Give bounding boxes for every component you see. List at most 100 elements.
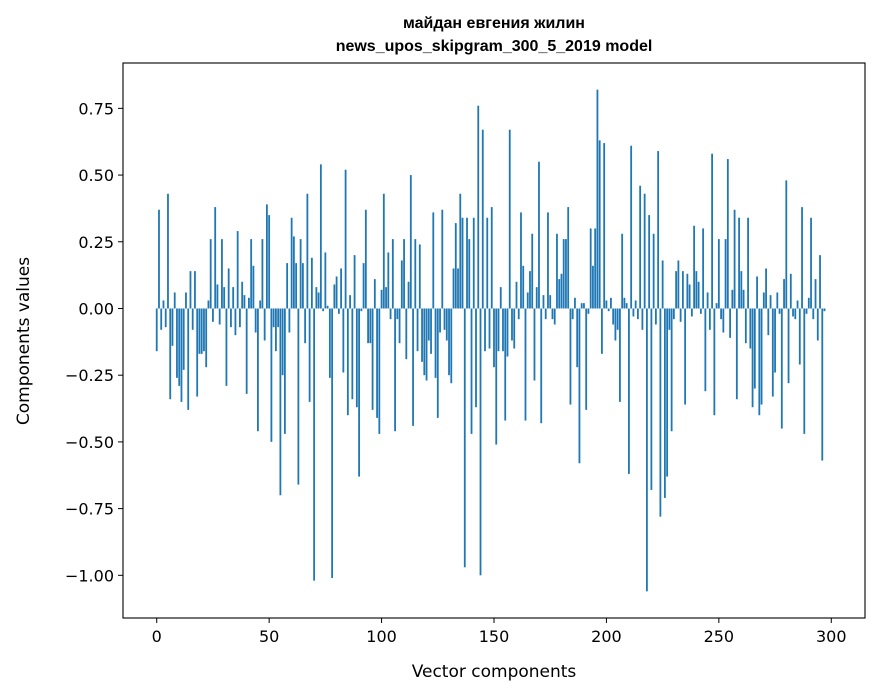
bar <box>299 239 302 309</box>
bar <box>668 308 671 330</box>
bar <box>445 308 448 341</box>
bar <box>762 292 765 309</box>
bar <box>771 308 774 397</box>
bar <box>160 308 163 330</box>
bar <box>288 308 291 333</box>
bar <box>387 252 390 309</box>
bar <box>526 292 529 309</box>
bar <box>814 279 817 309</box>
bar <box>558 279 561 309</box>
bar <box>623 297 626 309</box>
bar <box>261 239 264 309</box>
bar <box>448 308 450 376</box>
bar <box>576 308 579 368</box>
bar <box>173 292 176 309</box>
bar <box>454 223 457 309</box>
bar <box>371 308 374 410</box>
bar <box>380 289 383 309</box>
bar <box>283 308 286 434</box>
bar <box>693 225 696 309</box>
bar <box>515 281 518 309</box>
bar <box>243 295 246 309</box>
bar <box>598 140 601 309</box>
bar <box>542 295 545 309</box>
bar <box>427 308 430 341</box>
bar <box>812 308 815 320</box>
bar <box>441 209 444 309</box>
x-axis-ticks: 0 50 100 150 200 250 300 <box>152 618 847 646</box>
bar <box>218 308 221 325</box>
bar <box>207 300 210 309</box>
bar <box>792 308 794 317</box>
bar <box>461 217 464 309</box>
x-tick-label: 150 <box>479 627 510 646</box>
y-axis-ticks: 0.75 0.50 0.25 0.00 −0.25 −0.50 −0.75 −1.00 <box>65 99 123 585</box>
bar <box>731 289 734 309</box>
bar <box>661 260 664 309</box>
bar <box>776 292 779 309</box>
bar <box>214 207 217 309</box>
x-tick-label: 100 <box>366 627 397 646</box>
bar <box>328 308 331 378</box>
bar <box>313 308 316 581</box>
bar <box>614 308 617 341</box>
bar <box>270 308 273 442</box>
bar <box>450 308 453 384</box>
bar <box>200 308 203 354</box>
bar <box>254 308 257 333</box>
bar <box>592 265 594 309</box>
bar <box>672 308 675 320</box>
bar <box>522 265 525 309</box>
bar <box>281 308 284 376</box>
bar <box>585 308 588 410</box>
bar <box>560 273 563 309</box>
y-tick-label: −0.50 <box>65 433 114 452</box>
bar <box>394 308 396 432</box>
bar <box>230 308 232 328</box>
bar <box>407 281 410 309</box>
y-axis-label: Components values <box>14 257 34 425</box>
bar <box>488 308 491 349</box>
bar <box>439 308 441 333</box>
bar <box>508 129 511 309</box>
bar <box>248 297 250 309</box>
bar <box>259 300 262 309</box>
bar <box>729 308 731 338</box>
bar <box>279 308 282 496</box>
bar <box>355 308 358 408</box>
bar <box>340 268 342 309</box>
bar <box>236 231 239 309</box>
bar <box>250 239 253 309</box>
bar <box>180 308 183 402</box>
bar <box>663 308 666 498</box>
bar <box>742 289 745 309</box>
bar <box>531 233 534 309</box>
bar <box>409 175 412 309</box>
bar <box>257 308 259 432</box>
bar <box>569 308 572 405</box>
y-tick-label: 0.75 <box>78 99 114 118</box>
bar <box>681 271 684 309</box>
bar <box>205 308 208 368</box>
bar <box>688 284 691 309</box>
bar <box>315 287 318 309</box>
bar <box>335 276 338 309</box>
bar <box>227 268 230 309</box>
y-tick-label: −0.25 <box>65 366 114 385</box>
bar <box>625 303 628 309</box>
bar <box>630 145 633 309</box>
bar <box>317 292 320 309</box>
bar <box>185 292 187 309</box>
bar <box>551 308 554 320</box>
x-tick-label: 50 <box>259 627 279 646</box>
bar <box>470 308 473 434</box>
bar <box>351 308 354 400</box>
bar <box>699 308 702 314</box>
bar <box>326 305 329 309</box>
bar <box>547 212 549 309</box>
bar <box>529 271 531 309</box>
bar <box>720 308 722 320</box>
bar <box>203 308 205 352</box>
bar <box>549 295 552 309</box>
bar <box>733 209 736 309</box>
